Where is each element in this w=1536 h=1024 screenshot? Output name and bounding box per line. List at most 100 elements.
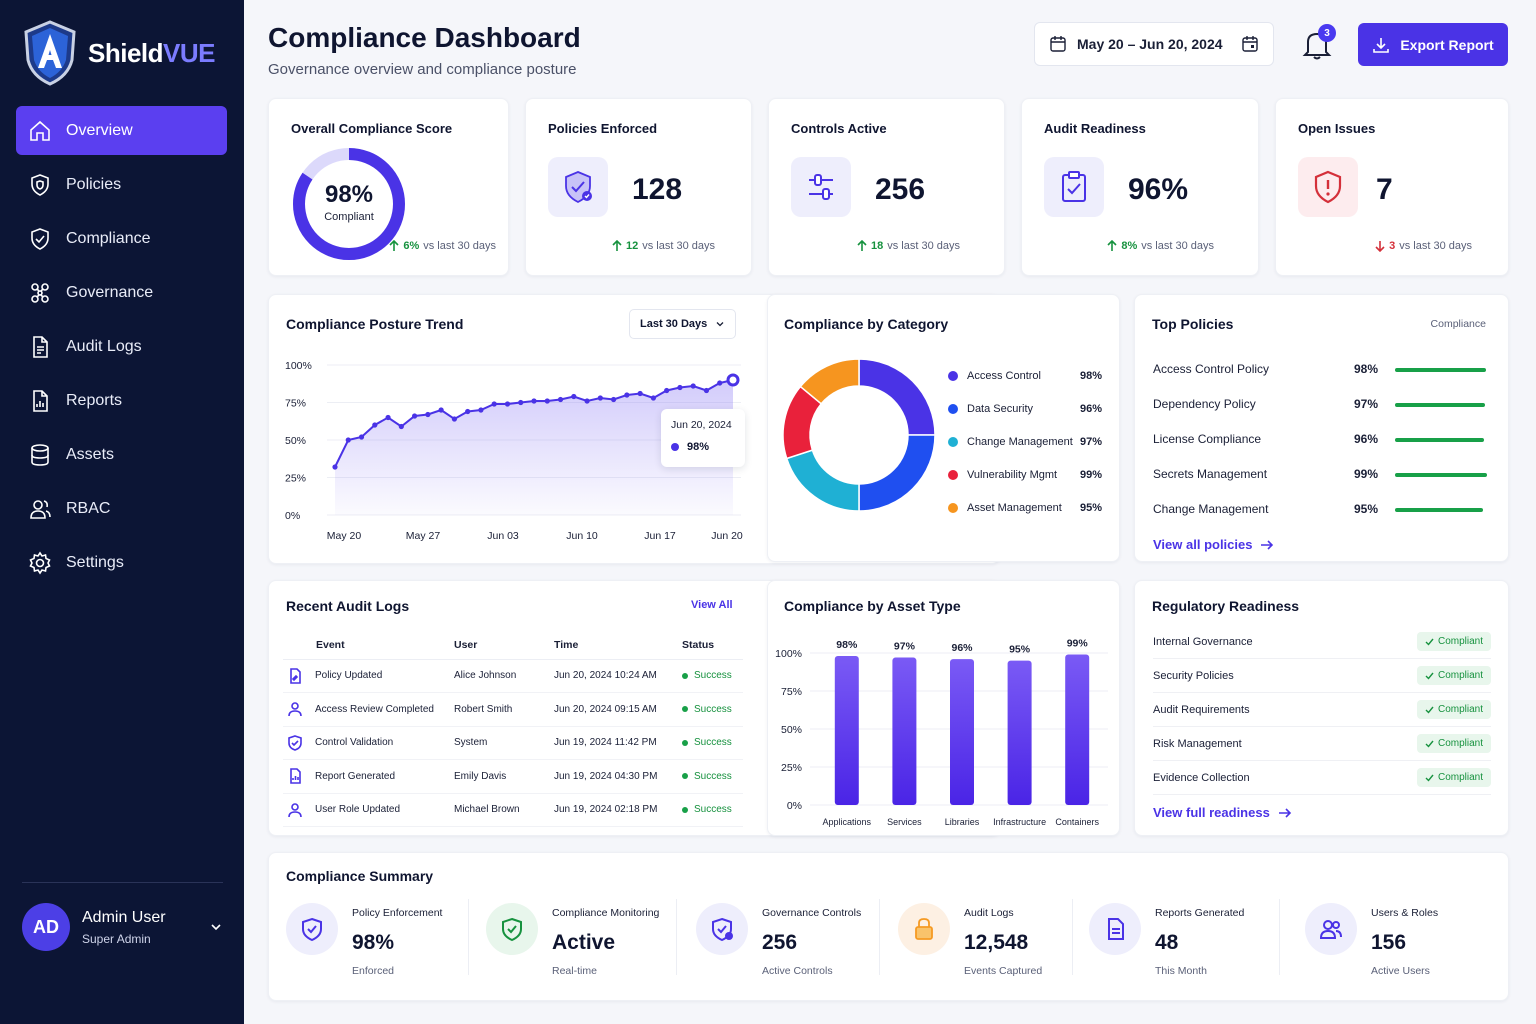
chevron-down-icon[interactable]: [209, 920, 223, 934]
kpi-icon: [791, 157, 851, 217]
sidebar-item-compliance[interactable]: Compliance: [16, 214, 227, 263]
export-report-button[interactable]: Export Report: [1358, 23, 1508, 66]
kpi-title: Policies Enforced: [548, 121, 658, 136]
home-icon: [30, 120, 50, 141]
trend-point: [438, 407, 444, 413]
divider: [1279, 899, 1280, 975]
trend-point: [385, 414, 391, 421]
sidebar-item-overview[interactable]: Overview: [16, 106, 227, 155]
trend-point: [531, 398, 537, 404]
status-badge: Compliant: [1416, 666, 1491, 685]
trend-point: [425, 411, 431, 418]
column-header: Time: [550, 631, 678, 660]
x-tick-label: May 27: [406, 530, 441, 542]
network-icon: [31, 282, 49, 303]
table-row[interactable]: Access Review Completed Robert Smith Jun 2…: [283, 692, 743, 727]
sidebar-item-reports[interactable]: Reports: [16, 376, 227, 425]
legend-label: Vulnerability Mgmt: [967, 469, 1058, 481]
summary-icon: [1089, 903, 1141, 955]
calendar-icon: [1050, 36, 1066, 52]
divider: [676, 899, 677, 975]
bar[interactable]: [834, 656, 859, 805]
table-row[interactable]: Policy Updated Alice Johnson Jun 20, 2024 …: [283, 659, 743, 693]
sidebar-item-policies[interactable]: Policies: [16, 160, 227, 209]
legend-label: Access Control: [967, 370, 1041, 382]
sidebar-item-rbac[interactable]: RBAC: [16, 484, 227, 533]
event-cell: Access Review Completed: [283, 692, 450, 727]
status-text: Compliant: [1437, 704, 1483, 715]
time-cell: Jun 19, 2024 11:42 PM: [550, 726, 678, 760]
user-menu[interactable]: AD Admin User Super Admin: [22, 882, 223, 951]
compliance-score-label: Compliant: [324, 211, 374, 223]
table-row[interactable]: User Role Updated Michael Brown Jun 19, 20…: [283, 793, 743, 827]
table-row[interactable]: Report Generated Emily Davis Jun 19, 2024 …: [283, 759, 743, 794]
regulation-name: Risk Management: [1153, 737, 1242, 750]
shield-logo-icon: [24, 20, 76, 86]
legend-value: 97%: [1080, 436, 1103, 448]
tooltip-dot: [671, 443, 679, 451]
donut-slice[interactable]: [858, 358, 936, 436]
table-row[interactable]: Control Validation System Jun 19, 2024 11:…: [283, 726, 743, 760]
kpi-open-issues-card: Open Issues 7 3 vs last 30 days: [1275, 98, 1509, 276]
trend-point: [571, 393, 577, 400]
policy-pct: 98%: [1354, 362, 1379, 376]
brand-logo[interactable]: ShieldVUE: [22, 20, 215, 86]
summary-sub: Active Users: [1371, 965, 1430, 977]
donut-slice[interactable]: [785, 449, 860, 512]
report-icon: [33, 389, 48, 412]
policy-name: Access Control Policy: [1153, 362, 1270, 376]
y-tick-label: 0%: [285, 510, 300, 522]
trend-point-highlight[interactable]: [726, 373, 740, 387]
list-item[interactable]: Dependency Policy 97%: [1153, 397, 1493, 413]
trend-area: [335, 380, 733, 515]
sidebar-item-governance[interactable]: Governance: [16, 268, 227, 317]
sidebar-item-audit-logs[interactable]: Audit Logs: [16, 322, 227, 371]
sidebar-item-label: Settings: [66, 553, 124, 571]
trend-point: [690, 383, 696, 389]
x-tick-label: Jun 03: [487, 530, 519, 542]
bar[interactable]: [892, 657, 917, 805]
y-tick-label: 50%: [285, 435, 306, 447]
trend-text: vs last 30 days: [1141, 240, 1214, 252]
summary-sub: This Month: [1155, 965, 1207, 977]
x-tick-label: Jun 10: [566, 530, 598, 542]
x-tick-label: Jun 17: [644, 530, 676, 542]
trend-point: [557, 396, 564, 403]
trend-point: [677, 384, 683, 391]
divider: [879, 899, 880, 975]
shield-icon: [31, 173, 49, 196]
list-item[interactable]: Secrets Management 99%: [1153, 467, 1493, 483]
bar[interactable]: [1065, 654, 1090, 805]
summary-icon: [696, 903, 748, 955]
trend-line-chart: 0% 25% 50% 75% 100% May 20 May 27 Jun 03 Jun 10 J…: [285, 360, 743, 542]
trend-point: [345, 437, 351, 443]
tooltip-value-row: 98%: [671, 441, 735, 453]
shield-check-icon: [565, 171, 592, 204]
list-item[interactable]: Change Management 95%: [1153, 502, 1493, 518]
regulation-name: Security Policies: [1153, 669, 1234, 682]
arrow-right-icon: [1278, 807, 1291, 818]
policy-pct: 97%: [1354, 397, 1379, 411]
list-item[interactable]: Access Control Policy 98%: [1153, 362, 1493, 378]
sidebar-item-settings[interactable]: Settings: [16, 538, 227, 587]
sidebar-item-assets[interactable]: Assets: [16, 430, 227, 479]
donut-slice[interactable]: [799, 358, 860, 405]
bar[interactable]: [950, 659, 974, 805]
check-icon: [1425, 740, 1434, 748]
shield-check-icon: [31, 227, 49, 250]
donut-slice[interactable]: [858, 434, 936, 512]
date-range-picker[interactable]: May 20 – Jun 20, 2024: [1034, 22, 1274, 66]
summary-sub: Enforced: [352, 965, 395, 977]
trend-range-select[interactable]: Last 30 Days: [629, 309, 736, 339]
list-item[interactable]: License Compliance 96%: [1153, 432, 1493, 448]
view-all-audit-logs-link[interactable]: View All: [691, 599, 733, 611]
column-header: Status: [678, 631, 743, 660]
view-all-policies-link[interactable]: View all policies: [1153, 537, 1274, 552]
legend-dot: [948, 470, 958, 480]
column-header: Event: [283, 631, 450, 660]
view-full-readiness-link[interactable]: View full readiness: [1153, 805, 1292, 820]
bar[interactable]: [1007, 660, 1032, 805]
arrow-down-icon: [1375, 241, 1385, 252]
kpi-trend: 8% vs last 30 days: [1107, 240, 1214, 252]
legend-value: 96%: [1080, 403, 1103, 415]
